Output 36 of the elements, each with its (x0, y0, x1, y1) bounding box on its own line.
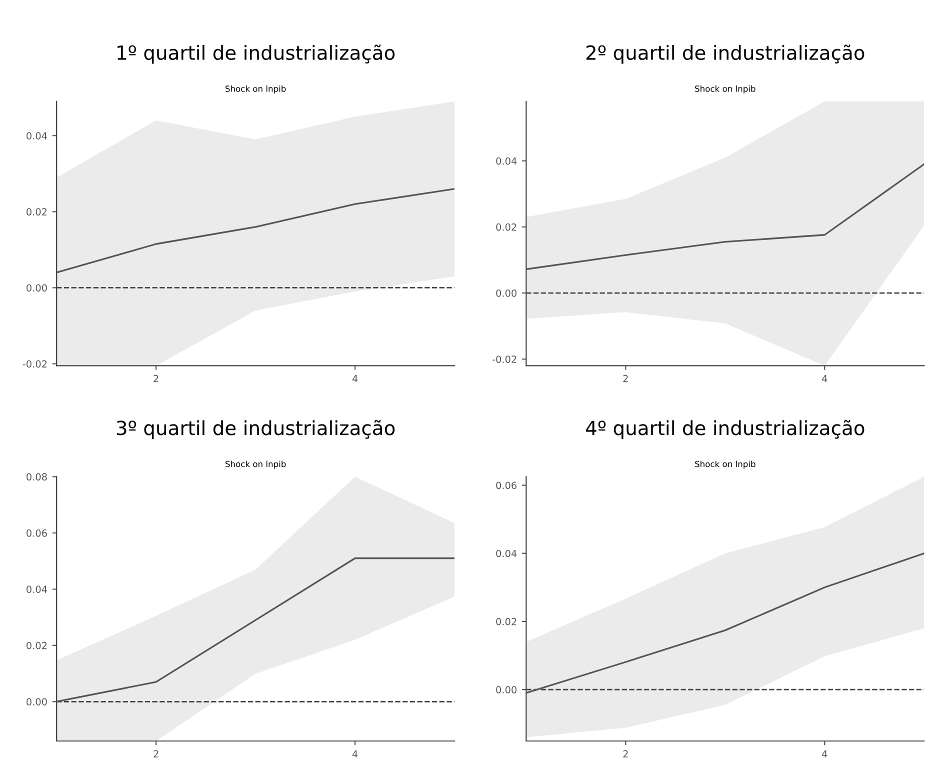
y-tick-label: 0.04 (496, 550, 517, 558)
chart-subtitle: Shock on lnpib (695, 460, 756, 469)
x-tick-label: 2 (623, 374, 628, 382)
y-tick-label: 0.02 (496, 223, 516, 231)
y-tick-label: 0.02 (26, 208, 47, 216)
y-tick-label: 0.00 (26, 284, 47, 292)
chart-title: 3º quartil de industrialização (116, 420, 395, 440)
y-tick-label: 0.02 (496, 618, 516, 626)
y-tick-label: -0.02 (22, 360, 47, 368)
x-tick-label: 2 (154, 750, 158, 758)
line-series (526, 163, 924, 270)
y-tick-label: 0.04 (26, 132, 48, 140)
chart-subtitle: Shock on lnpib (695, 85, 756, 94)
line-series (56, 188, 455, 274)
chart-subtitle: Shock on lnpib (225, 85, 286, 94)
y-tick-label: 0.00 (496, 289, 517, 297)
chart-title: 4º quartil de industrialização (586, 420, 864, 440)
x-tick-label: 4 (822, 375, 828, 382)
chart-subtitle: Shock on lnpib (225, 460, 286, 469)
chart-title: 2º quartil de industrialização (586, 44, 864, 64)
y-tick-label: 0.00 (26, 698, 47, 706)
y-tick-label: 0.00 (496, 686, 517, 694)
chart-title: 1º quartil de industrialização (118, 44, 395, 64)
line-series (526, 552, 924, 694)
y-tick-label: 0.04 (496, 157, 517, 165)
x-tick-label: 2 (623, 750, 628, 758)
x-tick-label: 4 (352, 750, 358, 758)
y-tick-label: 0.08 (26, 473, 47, 481)
y-tick-label: 0.06 (26, 529, 47, 537)
x-tick-label: 4 (822, 750, 828, 758)
x-tick-label: 2 (154, 374, 158, 382)
y-tick-label: -0.02 (492, 356, 516, 363)
y-tick-label: 0.02 (26, 642, 47, 650)
x-tick-label: 4 (352, 375, 358, 382)
y-tick-label: 0.04 (26, 586, 48, 593)
y-tick-label: 0.06 (496, 482, 517, 490)
